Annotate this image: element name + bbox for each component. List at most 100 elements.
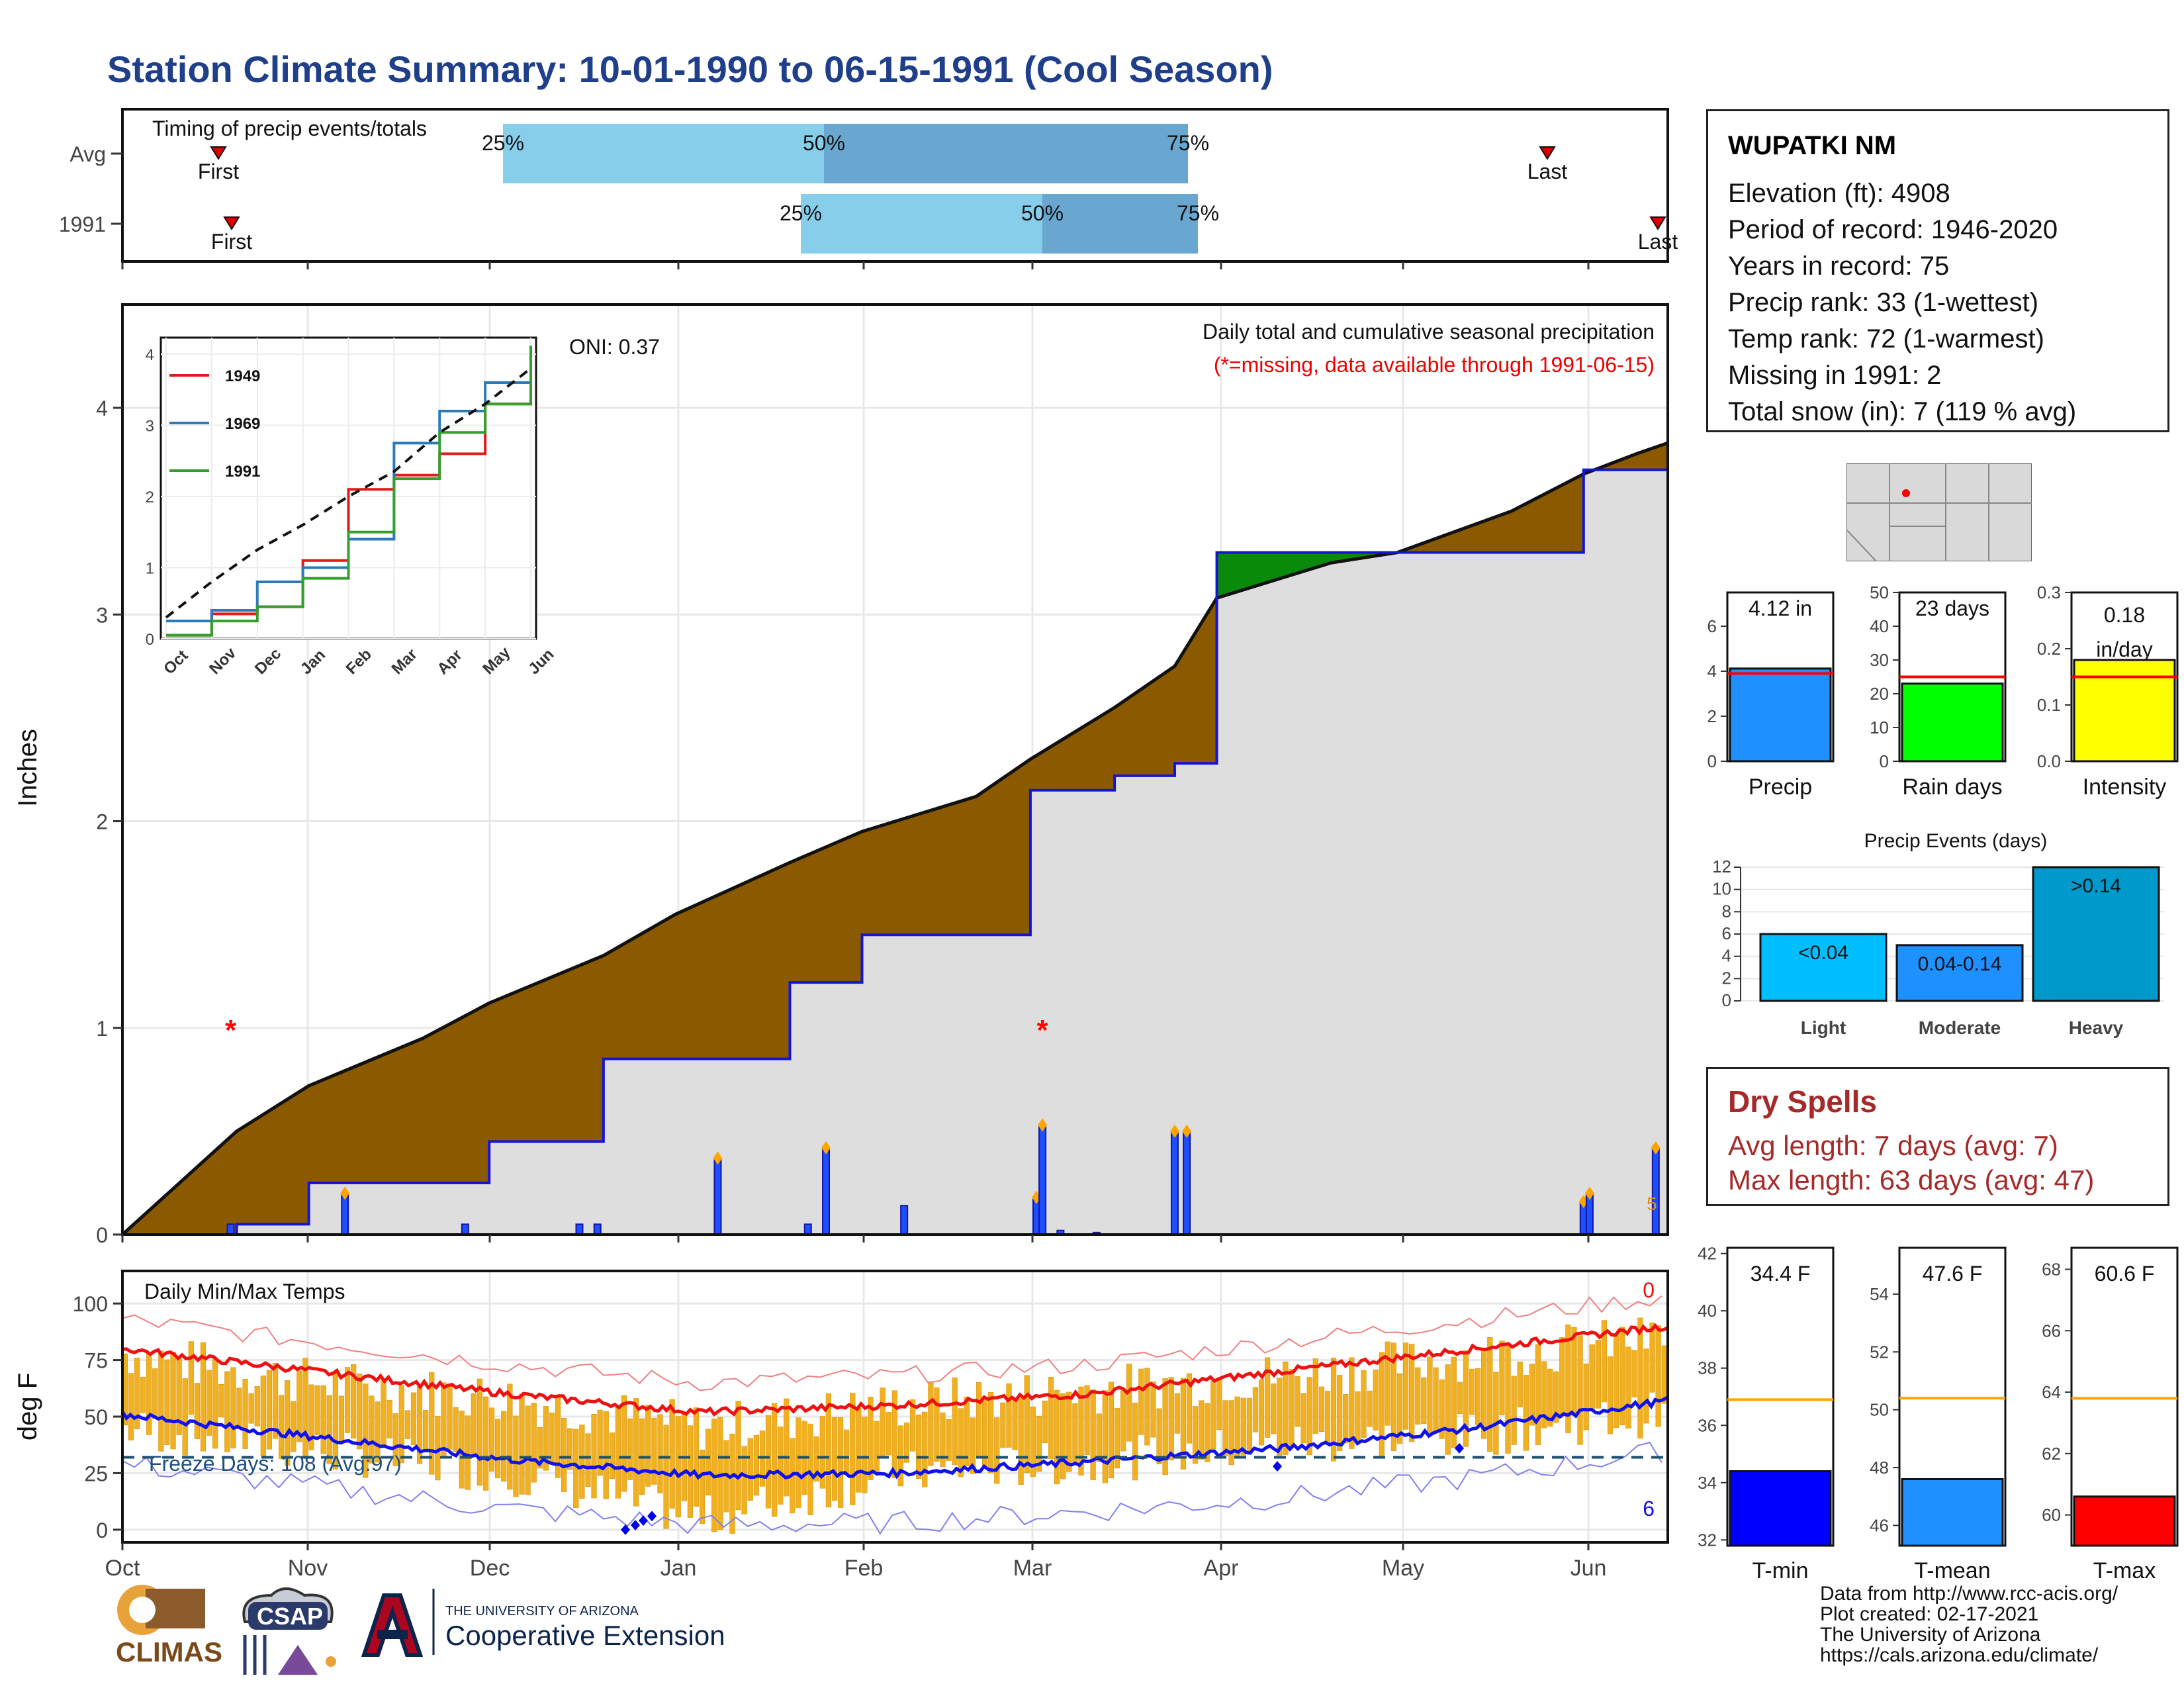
- events-y-tick-label: 4: [1722, 946, 1731, 966]
- temp-y-tick-label: 50: [84, 1405, 108, 1429]
- events-bar-moderate: [1895, 944, 2024, 1002]
- daily-precip-bar: [1038, 1124, 1047, 1235]
- inset-y-label: 1: [146, 560, 154, 578]
- daily-temp-bar: [1583, 1363, 1589, 1430]
- daily-temp-bar: [1535, 1344, 1541, 1445]
- daily-temp-bar: [1199, 1400, 1205, 1460]
- daily-temp-bar: [729, 1433, 735, 1534]
- daily-temp-bar: [447, 1385, 453, 1450]
- intensity-bar: [2073, 659, 2176, 763]
- daily-precip-bar: [1170, 1130, 1179, 1236]
- daily-temp-bar: [880, 1387, 886, 1457]
- intensity-value-unit: in/day: [2096, 637, 2152, 661]
- main-y-tick-label: 1: [96, 1017, 108, 1041]
- daily-temp-bar: [410, 1392, 417, 1445]
- record-low-marker: [647, 1511, 657, 1522]
- daily-temp-bar: [1234, 1396, 1240, 1456]
- daily-temp-bar: [1553, 1371, 1559, 1423]
- credit-data-source: Data from http://www.rcc-acis.org/: [1820, 1583, 2118, 1605]
- month-label: Jan: [660, 1556, 697, 1581]
- credit-url: https://cals.arizona.edu/climate/: [1820, 1644, 2099, 1666]
- missing-data-marker: *: [1037, 1014, 1049, 1047]
- daily-temp-bar: [1427, 1356, 1433, 1433]
- month-label: Mar: [1013, 1556, 1052, 1581]
- daily-temp-bar: [1396, 1373, 1403, 1444]
- daily-temp-bar: [1240, 1397, 1246, 1456]
- daily-temp-bar: [633, 1398, 639, 1507]
- daily-temp-bar: [1312, 1358, 1318, 1434]
- main-missing-note: (*=missing, data available through 1991-…: [1214, 353, 1655, 377]
- daily-temp-bar: [1144, 1368, 1150, 1446]
- daily-temp-bar: [1318, 1386, 1325, 1432]
- daily-temp-bar: [1373, 1370, 1379, 1431]
- daily-temp-bar: [465, 1415, 471, 1490]
- daily-temp-bar: [741, 1446, 747, 1515]
- daily-temp-bar: [1529, 1364, 1535, 1426]
- daily-temp-bar: [1222, 1400, 1228, 1456]
- temp-frame: [121, 1270, 1669, 1544]
- daily-temp-bar: [308, 1384, 314, 1450]
- daily-temp-bar: [543, 1406, 549, 1471]
- daily-precip-bar: [1651, 1147, 1660, 1236]
- daily-temp-bar: [862, 1417, 868, 1493]
- intensity-value-text: 0.18: [2104, 603, 2145, 627]
- daily-temp-bar: [988, 1391, 994, 1474]
- daily-temp-bar: [1030, 1406, 1036, 1477]
- daily-temp-bar: [1565, 1324, 1571, 1433]
- daily-temp-bar: [392, 1413, 398, 1466]
- tmean-label: T-mean: [1914, 1558, 1990, 1583]
- daily-temp-bar: [128, 1373, 134, 1440]
- station-precip-rank: Precip rank: 33 (1-wettest): [1728, 288, 2039, 317]
- timing-title: Timing of precip events/totals: [152, 117, 427, 140]
- daily-temp-bar: [1330, 1358, 1337, 1462]
- station-name: WUPATKI NM: [1728, 131, 1897, 160]
- daily-temp-bar: [441, 1382, 447, 1457]
- tmax-y-tick-label: 66: [2042, 1321, 2061, 1340]
- main-frame: [121, 303, 1669, 1236]
- daily-temp-bar: [194, 1383, 201, 1439]
- raindays-y-tick-label: 20: [1870, 684, 1889, 704]
- inset-y-label: 4: [146, 346, 154, 364]
- season-total-bars: 0 2 4 6 4.12 in Precip 0 10 20 30 40 50 23 days Rain …: [1707, 583, 2179, 800]
- timing-last-label: Last: [1638, 230, 1678, 254]
- daily-temp-bar: [495, 1419, 501, 1479]
- daily-temp-bar: [1589, 1344, 1595, 1410]
- daily-precip-bar: [461, 1223, 469, 1236]
- daily-temp-bar: [699, 1450, 705, 1524]
- daily-temp-bar: [519, 1393, 525, 1495]
- inset-series-avg: [165, 367, 532, 619]
- daily-temp-bar: [1277, 1378, 1283, 1456]
- daily-temp-bar: [940, 1412, 946, 1467]
- daily-temp-bar: [170, 1352, 176, 1450]
- timing-bar-q25-q50: [801, 194, 1042, 254]
- daily-temp-bar: [1637, 1317, 1643, 1438]
- daily-temp-bar: [1156, 1408, 1162, 1464]
- inset-y-label: 3: [146, 418, 154, 436]
- daily-temp-bar: [1216, 1378, 1222, 1430]
- timing-row-label: 1991: [59, 212, 106, 236]
- daily-temp-bar: [825, 1393, 831, 1508]
- daily-temp-bar: [1060, 1393, 1066, 1479]
- timing-first-label: First: [211, 230, 252, 254]
- daily-temp-bar: [891, 1390, 897, 1478]
- daily-temp-bar: [903, 1423, 910, 1463]
- daily-temp-bar: [886, 1412, 891, 1456]
- daily-temp-bar: [507, 1383, 513, 1490]
- main-caption: Daily total and cumulative seasonal prec…: [1203, 320, 1655, 344]
- daily-precip-bar: [575, 1223, 584, 1236]
- daily-temp-bar: [1343, 1394, 1349, 1444]
- daily-temp-bar: [206, 1370, 212, 1436]
- daily-temps-panel: 0 25 50 75 100 Oct Nov Dec Jan Feb Mar Apr May Jun deg…: [13, 1270, 1669, 1581]
- daily-temp-bar: [813, 1436, 819, 1481]
- daily-temp-bar: [1541, 1361, 1547, 1429]
- daily-temp-bar: [164, 1359, 170, 1445]
- daily-temp-bar: [1643, 1348, 1649, 1424]
- temp-y-tick-label: 100: [73, 1292, 108, 1316]
- daily-temp-bar: [1619, 1327, 1625, 1425]
- events-y-tick-label: 8: [1722, 901, 1731, 921]
- inset-series-1949: [166, 368, 532, 637]
- daily-temp-bar: [675, 1416, 681, 1518]
- daily-temp-bar: [1559, 1337, 1565, 1417]
- daily-temp-bar: [248, 1393, 254, 1424]
